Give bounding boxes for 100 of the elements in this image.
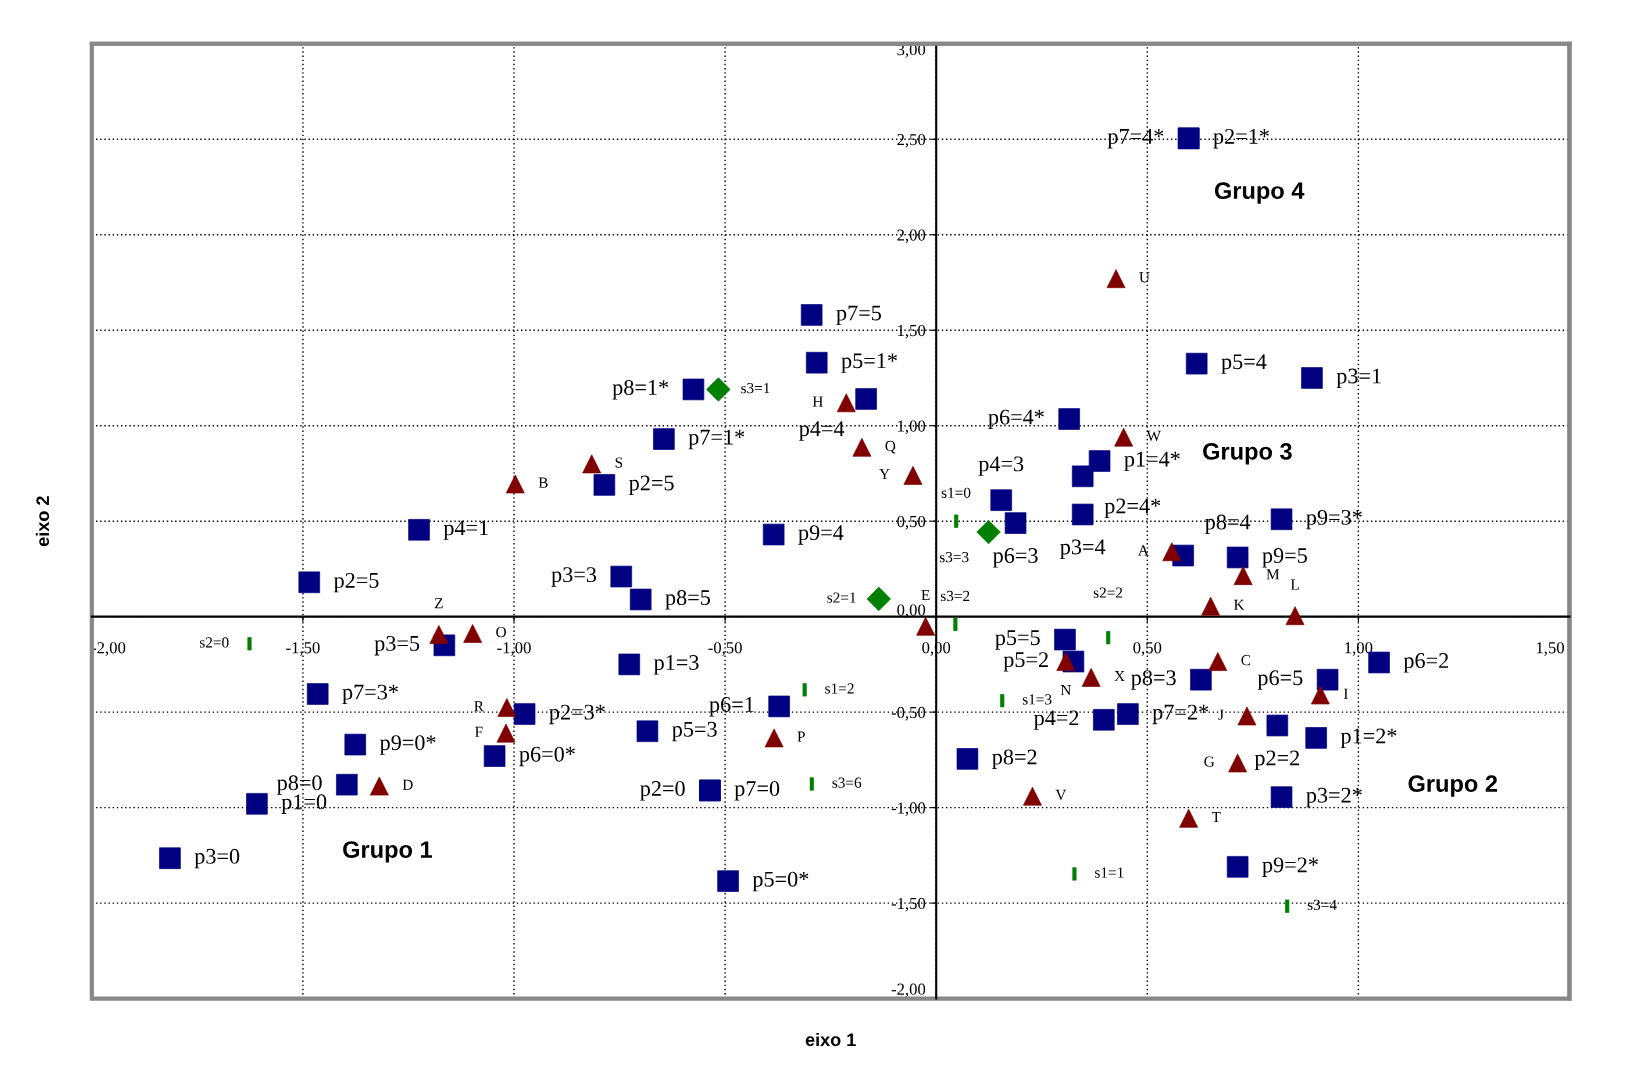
data-label: p5=2 bbox=[1003, 652, 1048, 672]
data-label: p8=3 bbox=[1131, 670, 1176, 690]
data-label: K bbox=[1233, 599, 1245, 610]
y-tick-label: 1,00 bbox=[898, 420, 926, 435]
data-label: p3=5 bbox=[374, 635, 420, 656]
y-tick-label: -2,00 bbox=[891, 983, 926, 998]
data-label: s2=0 bbox=[199, 637, 229, 648]
data-label: p8=5 bbox=[665, 590, 710, 610]
data-label: s1=2 bbox=[825, 683, 854, 694]
annotation: Grupo 4 bbox=[1214, 182, 1305, 204]
data-label: s3=4 bbox=[1307, 899, 1337, 910]
data-label: p7=2* bbox=[1152, 704, 1209, 725]
data-label: B bbox=[538, 477, 548, 488]
data-label: p4=4 bbox=[799, 421, 845, 441]
data-label: s3=6 bbox=[832, 777, 862, 788]
data-label: J bbox=[1218, 709, 1224, 720]
annotation: Grupo 1 bbox=[343, 841, 432, 863]
data-label: p3=1 bbox=[1336, 368, 1381, 389]
y-tick-label: -1,00 bbox=[891, 802, 926, 816]
data-label: Q bbox=[885, 440, 896, 454]
data-label: p2=4* bbox=[1104, 498, 1161, 518]
data-label: p9=2* bbox=[1262, 857, 1318, 877]
data-label: p5=3 bbox=[672, 721, 717, 742]
data-label: p4=3 bbox=[978, 456, 1024, 476]
data-label: s3=2 bbox=[940, 590, 970, 602]
data-label: p1=4* bbox=[1124, 451, 1180, 472]
y-tick-label: 1,50 bbox=[898, 324, 926, 339]
data-label: p7=3* bbox=[342, 684, 398, 705]
data-label: s1=3 bbox=[1022, 694, 1052, 705]
data-label: W bbox=[1146, 430, 1161, 442]
data-label: s3=1 bbox=[741, 382, 770, 394]
data-label: p3=3 bbox=[551, 567, 597, 587]
data-label: L bbox=[1290, 579, 1299, 590]
data-label: p5=4 bbox=[1221, 354, 1267, 374]
data-label: p7=4* bbox=[1107, 129, 1164, 149]
data-label: p8=1* bbox=[612, 379, 669, 400]
data-label: p1=2* bbox=[1340, 728, 1397, 748]
data-label: s2=2 bbox=[1093, 587, 1123, 598]
data-label: p6=5 bbox=[1257, 670, 1303, 690]
y-tick-label: 2,00 bbox=[897, 229, 926, 244]
data-label: X bbox=[1114, 671, 1125, 682]
data-label: p8=0 bbox=[277, 775, 322, 795]
data-label: V bbox=[1055, 789, 1067, 801]
data-label: R bbox=[474, 701, 484, 712]
data-label: D bbox=[402, 779, 413, 790]
x-axis-title: eixo 1 bbox=[805, 1032, 856, 1047]
data-label: s1=0 bbox=[941, 487, 971, 498]
y-tick-label: 0,00 bbox=[897, 604, 926, 619]
annotation: Grupo 2 bbox=[1408, 775, 1498, 797]
y-axis-title: eixo 2 bbox=[35, 496, 50, 547]
data-label: O bbox=[496, 627, 506, 638]
data-label: U bbox=[1139, 272, 1150, 283]
data-label: p2=3* bbox=[549, 704, 605, 725]
y-tick-label: -1,50 bbox=[891, 897, 926, 912]
data-label: p6=4* bbox=[988, 409, 1044, 430]
x-tick-label: 0,50 bbox=[1133, 642, 1162, 656]
data-label: N bbox=[1060, 685, 1071, 696]
data-label: p2=5 bbox=[629, 475, 674, 495]
y-tick-label: 2,50 bbox=[897, 133, 926, 148]
data-label: p3=0 bbox=[194, 848, 240, 869]
data-label: S bbox=[615, 457, 623, 468]
x-tick-label: 1,50 bbox=[1536, 642, 1564, 656]
x-tick-label: 1,00 bbox=[1345, 642, 1373, 656]
data-label: G bbox=[1204, 756, 1215, 767]
data-label: s1=1 bbox=[1095, 867, 1124, 878]
data-label: p7=5 bbox=[836, 305, 881, 326]
data-label: p7=1* bbox=[688, 429, 745, 450]
data-label: C bbox=[1241, 655, 1251, 666]
data-label: p6=2 bbox=[1403, 653, 1449, 673]
y-tick-label: 0,50 bbox=[897, 515, 926, 530]
data-label: p4=2 bbox=[1034, 710, 1079, 730]
data-label: p3=2* bbox=[1306, 787, 1362, 808]
x-tick-label: -2,00 bbox=[91, 642, 126, 656]
data-label: p5=5 bbox=[995, 630, 1040, 650]
data-label: p1=3 bbox=[653, 655, 699, 675]
data-label: s2=1 bbox=[827, 592, 856, 603]
data-label: H bbox=[812, 396, 823, 407]
data-label: Y bbox=[879, 469, 890, 480]
data-label: I bbox=[1343, 688, 1348, 699]
data-label: p8=4 bbox=[1205, 514, 1251, 535]
data-label: p9=4 bbox=[798, 525, 844, 545]
data-label: p6=1 bbox=[709, 697, 754, 717]
data-label: p9=3* bbox=[1306, 509, 1362, 530]
data-label: p3=4 bbox=[1060, 539, 1106, 559]
data-label: T bbox=[1211, 811, 1221, 822]
data-label: p4=1 bbox=[443, 520, 488, 540]
data-label: p2=1* bbox=[1213, 128, 1269, 149]
data-label: p6=0* bbox=[519, 746, 575, 767]
data-label: P bbox=[797, 731, 805, 742]
data-label: Z bbox=[434, 598, 443, 609]
data-label: p8=2 bbox=[992, 749, 1037, 769]
data-label: p5=0* bbox=[752, 871, 809, 892]
data-label: F bbox=[475, 726, 483, 737]
data-label: M bbox=[1266, 569, 1280, 580]
data-label: p6=3 bbox=[993, 548, 1038, 568]
data-label: p2=5 bbox=[333, 572, 379, 593]
annotation: Grupo 3 bbox=[1203, 443, 1292, 465]
x-tick-label: -0,50 bbox=[708, 642, 742, 656]
data-label: p9=5 bbox=[1262, 548, 1307, 568]
y-tick-label: -0,50 bbox=[891, 706, 926, 721]
